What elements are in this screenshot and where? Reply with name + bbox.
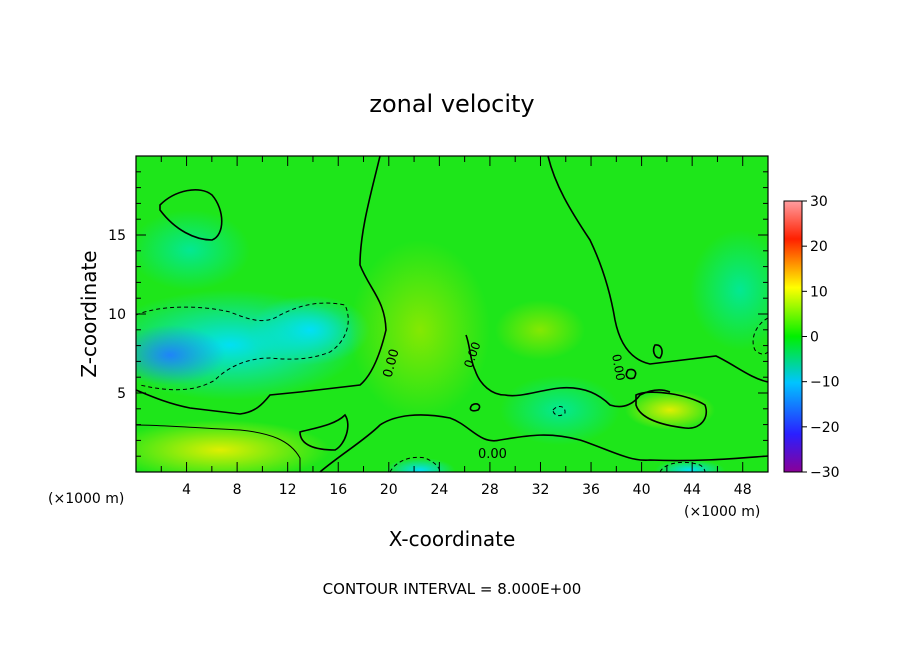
y-tick-label: 15 — [108, 228, 126, 244]
field-yellow-region-2 — [625, 390, 715, 430]
colorbar-tick-label: 20 — [810, 239, 828, 255]
field-cyan-bottom-2 — [655, 460, 725, 472]
x-unit-right: (×1000 m) — [684, 504, 760, 520]
contour-small-2 — [625, 368, 637, 380]
contour-label-2: 0.00 — [478, 447, 507, 462]
contour-closed-midleft — [299, 413, 349, 451]
contour-zero-left — [136, 156, 387, 415]
field-cyan-region-2 — [250, 295, 370, 365]
x-tick-label: 36 — [582, 482, 600, 498]
contour-label-1: 0.00 — [381, 347, 403, 379]
x-tick-label: 24 — [430, 482, 448, 498]
x-axis-ticks: 4 8 12 16 20 24 28 32 36 40 44 48 — [160, 156, 752, 498]
x-tick-label: 44 — [683, 482, 701, 498]
contour-interval-note: CONTOUR INTERVAL = 8.000E+00 — [323, 580, 582, 598]
contour-closed-topleft — [159, 189, 223, 241]
contour-small-1 — [469, 403, 481, 412]
contour-neg-left — [136, 302, 349, 391]
contour-zero-right — [547, 156, 768, 383]
field-yellow-region — [136, 420, 330, 472]
contour-neg-small — [552, 405, 566, 417]
x-tick-label: 40 — [633, 482, 651, 498]
x-tick-label: 48 — [734, 482, 752, 498]
contour-neg-bottom-right — [659, 461, 706, 472]
contour-zero-middle — [465, 334, 671, 408]
colorbar-tick-label: −20 — [810, 420, 840, 436]
colorbar: 30 20 10 0 −10 −20 −30 — [783, 194, 840, 481]
x-tick-label: 12 — [279, 482, 297, 498]
colorbar-ticks: 30 20 10 0 −10 −20 −30 — [802, 194, 840, 481]
field-blue-region — [136, 325, 225, 385]
colorbar-tick-label: 0 — [810, 330, 819, 346]
x-unit-left: (×1000 m) — [48, 491, 124, 507]
contour-neg-bottom-mid — [389, 456, 441, 472]
contour-lines — [136, 156, 768, 472]
x-tick-label: 4 — [182, 482, 191, 498]
x-tick-label: 20 — [380, 482, 398, 498]
contour-positive-lines — [136, 424, 301, 472]
colorbar-tick-label: 30 — [810, 194, 828, 210]
plot-area: 0.00 0.00 0.00 0.00 — [136, 156, 768, 472]
y-axis-ticks: 5 10 15 — [108, 171, 768, 457]
field-teal-region — [500, 375, 620, 445]
field-teal-region-2 — [690, 230, 768, 350]
field-lgreen-region — [350, 240, 490, 420]
contour-label-4: 0.00 — [609, 353, 627, 382]
x-tick-label: 28 — [481, 482, 499, 498]
y-tick-label: 5 — [117, 386, 126, 402]
colorbar-tick-label: −10 — [810, 375, 840, 391]
colorbar-gradient — [783, 200, 803, 473]
field-lgreen-region-2 — [495, 300, 585, 360]
contour-zero-bottom — [319, 414, 768, 472]
colorbar-tick-label: 10 — [810, 284, 828, 300]
contour-pos-bottom-left — [136, 424, 301, 472]
contour-small-3 — [652, 344, 663, 359]
x-tick-label: 32 — [532, 482, 550, 498]
field-cyan-bottom — [385, 458, 455, 472]
colorbar-tick-label: −30 — [810, 465, 840, 481]
field-teal-region-3 — [136, 210, 250, 290]
y-tick-label: 10 — [108, 307, 126, 323]
contour-neg-right-edge — [752, 317, 768, 355]
x-axis-label: X-coordinate — [389, 527, 516, 551]
x-tick-label: 8 — [233, 482, 242, 498]
contour-closed-right — [635, 391, 707, 429]
contour-negative-lines — [136, 302, 768, 472]
x-tick-label: 16 — [329, 482, 347, 498]
y-axis-label: Z-coordinate — [77, 250, 101, 377]
chart-title: zonal velocity — [369, 90, 534, 118]
